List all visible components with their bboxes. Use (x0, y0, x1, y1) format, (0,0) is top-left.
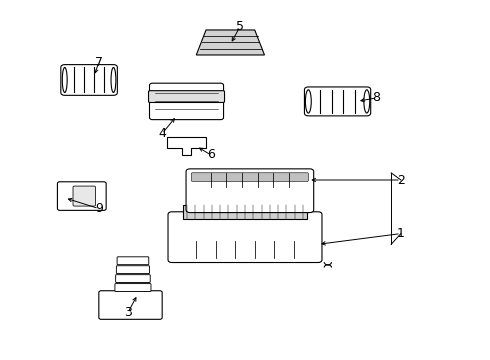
FancyBboxPatch shape (61, 64, 117, 95)
Ellipse shape (62, 67, 67, 93)
FancyBboxPatch shape (115, 284, 151, 292)
Polygon shape (196, 30, 265, 55)
Text: 4: 4 (158, 127, 166, 140)
FancyBboxPatch shape (186, 169, 314, 212)
Ellipse shape (111, 67, 116, 93)
FancyBboxPatch shape (117, 257, 149, 265)
FancyBboxPatch shape (149, 83, 223, 120)
FancyBboxPatch shape (116, 275, 150, 283)
FancyBboxPatch shape (304, 87, 371, 116)
Text: 6: 6 (207, 148, 215, 162)
FancyBboxPatch shape (99, 291, 162, 319)
Ellipse shape (305, 90, 311, 113)
Bar (183, 205, 307, 219)
FancyBboxPatch shape (116, 266, 149, 274)
Text: 9: 9 (95, 202, 103, 215)
Text: 7: 7 (95, 55, 103, 69)
Text: 8: 8 (372, 91, 381, 104)
Ellipse shape (364, 90, 370, 113)
FancyBboxPatch shape (148, 91, 224, 103)
Text: 2: 2 (397, 174, 405, 186)
Text: 5: 5 (236, 20, 244, 33)
Text: 1: 1 (397, 227, 405, 240)
FancyBboxPatch shape (192, 173, 308, 181)
FancyBboxPatch shape (73, 186, 96, 206)
FancyBboxPatch shape (57, 182, 106, 210)
Text: 3: 3 (124, 306, 132, 319)
Polygon shape (167, 137, 206, 155)
FancyBboxPatch shape (168, 212, 322, 262)
